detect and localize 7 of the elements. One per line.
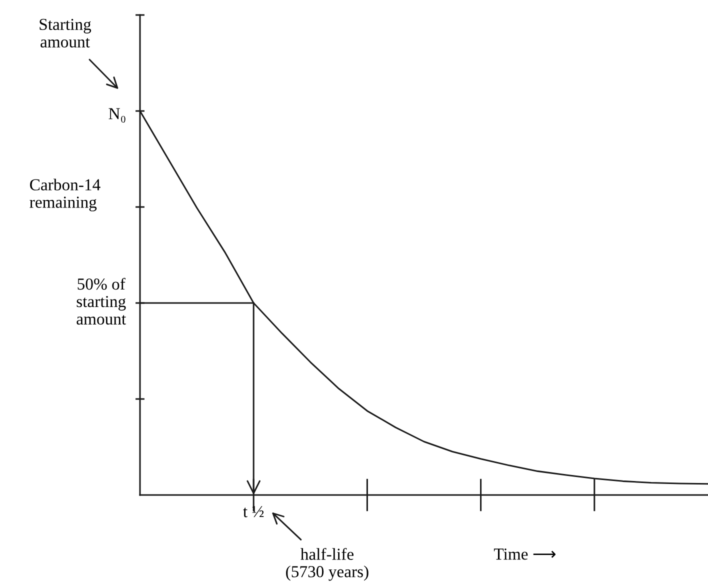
text: half-life (5730 years) [286, 548, 368, 581]
text: Starting amount [40, 18, 92, 48]
text: 50% of starting amount [76, 278, 126, 325]
y-axis-title: Carbon-14 remaining [30, 178, 100, 212]
text: t ½ [243, 506, 264, 518]
text: N₀ [108, 108, 126, 123]
x-axis-title: Time ⟶ [494, 548, 556, 560]
